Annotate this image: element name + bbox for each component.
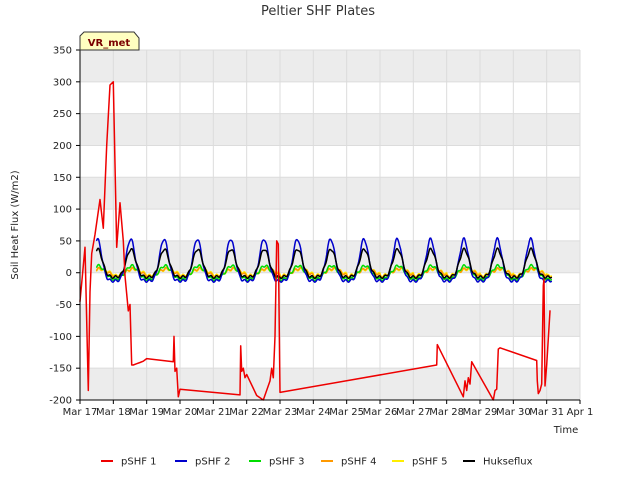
legend-item: pSHF 4 (321, 457, 377, 468)
x-tick-label: Mar 23 (263, 407, 298, 418)
plot-band (80, 50, 580, 82)
legend-label: pSHF 4 (341, 457, 377, 468)
legend-label: pSHF 5 (412, 457, 448, 468)
y-tick-label: 150 (53, 173, 72, 184)
y-tick-label: -50 (56, 300, 72, 311)
y-tick-label: 200 (53, 141, 72, 152)
x-tick-label: Mar 28 (429, 407, 464, 418)
legend: pSHF 1 pSHF 2 pSHF 3 pSHF 4 pSHF 5 Hukseflux (101, 457, 533, 468)
legend-item: pSHF 3 (249, 457, 305, 468)
y-tick-label: 50 (59, 236, 72, 247)
legend-item: pSHF 5 (392, 457, 448, 468)
badge-label: VR_met (88, 38, 131, 49)
series-line-pshf-1 (79, 81, 551, 401)
legend-item: Hukseflux (463, 457, 533, 468)
x-tick-label: Mar 19 (129, 407, 164, 418)
legend-label: pSHF 3 (269, 457, 305, 468)
y-tick-label: 300 (53, 77, 72, 88)
y-tick-label: -150 (49, 364, 72, 375)
x-tick-label: Mar 30 (496, 407, 531, 418)
y-tick-label: 100 (53, 205, 72, 216)
y-tick-label: -100 (49, 332, 72, 343)
plot-band (80, 113, 580, 146)
legend-label: pSHF 2 (195, 457, 231, 468)
legend-label: Hukseflux (483, 457, 533, 468)
chart-title: Peltier SHF Plates (261, 4, 375, 19)
x-tick-label: Mar 27 (396, 407, 431, 418)
series-line-hukseflux (95, 247, 553, 280)
y-tick-label: 0 (66, 268, 72, 279)
x-tick-label: Mar 22 (229, 407, 264, 418)
y-tick-label: -200 (49, 396, 72, 407)
plot-area (80, 50, 580, 400)
plot-bands (80, 50, 580, 400)
x-tick-label: Mar 17 (63, 407, 98, 418)
x-tick-label: Mar 24 (296, 407, 331, 418)
y-axis-title: Soil Heat Flux (W/m2) (10, 170, 21, 279)
series-layer (79, 81, 553, 401)
x-tick-label: Mar 21 (196, 407, 231, 418)
plot-band (80, 177, 580, 210)
x-tick-label: Mar 18 (96, 407, 131, 418)
legend-label: pSHF 1 (121, 457, 157, 468)
x-tick-label: Mar 26 (363, 407, 398, 418)
y-tick-label: 250 (53, 109, 72, 120)
x-tick-label: Apr 1 (567, 407, 594, 418)
y-tick-label: 350 (53, 46, 72, 57)
x-tick-label: Mar 20 (163, 407, 198, 418)
plot-band (80, 304, 580, 337)
site-badge: VR_met (79, 31, 140, 51)
legend-item: pSHF 1 (101, 457, 157, 468)
x-tick-label: Mar 31 (529, 407, 564, 418)
badge-shape (79, 31, 140, 51)
x-tick-label: Mar 25 (329, 407, 364, 418)
y-axis-ticks: -200 -150 -100 -50 0 50 100 150 200 250 300 350 (49, 46, 80, 407)
legend-item: pSHF 2 (175, 457, 231, 468)
x-tick-label: Mar 29 (463, 407, 498, 418)
x-axis-title: Time (553, 425, 578, 436)
